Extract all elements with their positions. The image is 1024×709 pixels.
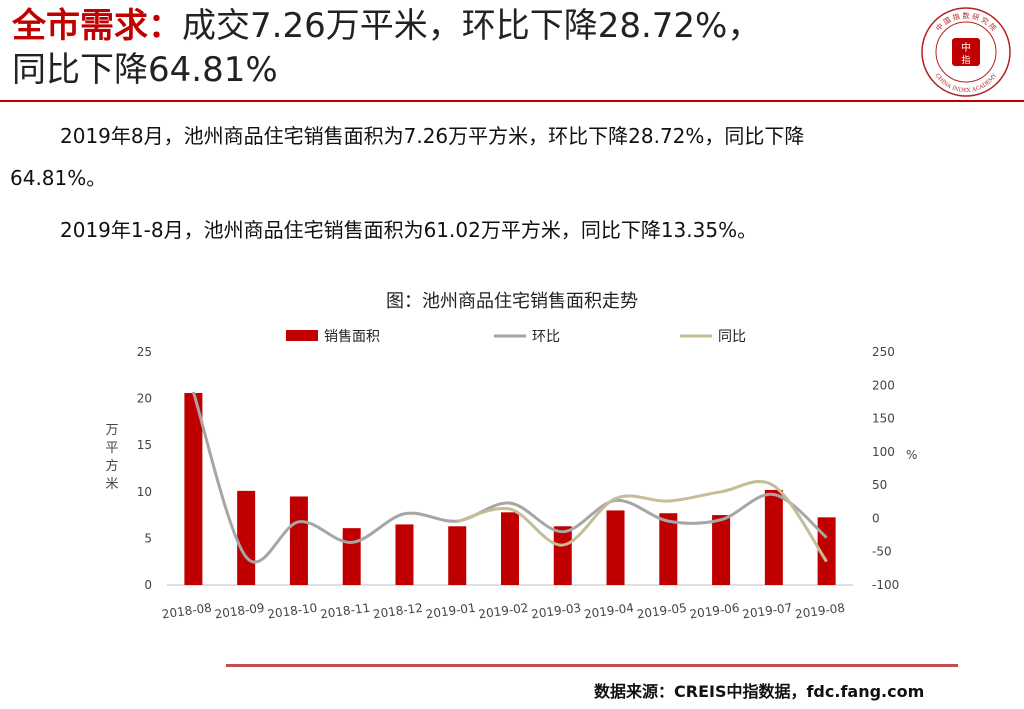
y2-tick-label: -100	[872, 578, 899, 592]
y-axis-label-char: 方	[105, 458, 118, 474]
paragraph-1-line-2: 64.81%。	[10, 166, 107, 190]
y2-tick-label: 0	[872, 511, 880, 525]
logo-center-text: 中	[961, 41, 971, 54]
x-tick-label: 2019-08	[794, 601, 846, 622]
y-axis-label-char: 万	[105, 423, 118, 438]
y-axis-label-char: 米	[105, 477, 118, 492]
y-tick-label: 0	[144, 578, 152, 592]
y2-tick-label: 150	[872, 412, 895, 426]
legend-label: 同比	[718, 329, 746, 345]
bar-2019-03	[553, 526, 572, 585]
bar-2018-08	[184, 393, 203, 585]
y-tick-label: 20	[137, 392, 152, 406]
y2-tick-label: 200	[872, 378, 895, 392]
y-axis-label-char: 平	[105, 441, 118, 456]
title-main: 成交7.26万平米，环比下降28.72%，	[182, 6, 762, 46]
y-tick-label: 15	[137, 438, 152, 452]
logo-bottom-text: CHINA INDEX ACADEMY	[934, 73, 999, 95]
sales-area-chart: 0 5 10 15 20 25 -100 -50 0 50 100 150 200 250 万平方米% 201…	[105, 329, 917, 622]
x-tick-label: 2018-10	[267, 601, 319, 622]
y-tick-label: 5	[144, 531, 152, 545]
bar-2019-01	[448, 526, 467, 585]
bar-2019-04	[606, 510, 625, 585]
x-tick-label: 2019-06	[689, 601, 741, 622]
title-divider	[0, 100, 1024, 102]
chart-title: 图：池州商品住宅销售面积走势	[386, 291, 638, 312]
x-tick-label: 2019-05	[636, 601, 688, 622]
bar-2018-10	[289, 496, 308, 585]
paragraph-2: 2019年1-8月，池州商品住宅销售面积为61.02万平方米，同比下降13.35…	[60, 218, 758, 242]
legend-label: 环比	[532, 329, 560, 345]
svg-text:CHINA INDEX ACADEMY: CHINA INDEX ACADEMY	[934, 73, 999, 95]
bar-2019-05	[659, 513, 678, 585]
x-tick-label: 2019-07	[741, 601, 793, 622]
y2-tick-label: 50	[872, 478, 887, 492]
x-tick-label: 2019-03	[530, 601, 582, 622]
line-series-tongbi	[456, 479, 828, 563]
bar-2019-06	[712, 515, 731, 585]
page-title: 全市需求：成交7.26万平米，环比下降28.72%， 同比下降64.81%	[12, 4, 912, 92]
y2-axis-label: %	[906, 448, 917, 462]
legend-label: 销售面积	[324, 329, 380, 345]
x-tick-label: 2019-02	[478, 601, 530, 622]
x-tick-label: 2018-09	[214, 601, 266, 622]
china-index-academy-logo: 中 国 指 数 研 究 院 CHINA INDEX ACADEMY 中 指	[921, 7, 1011, 97]
x-tick-label: 2018-08	[161, 601, 213, 622]
x-tick-label: 2019-04	[583, 601, 635, 622]
bar-2018-11	[342, 528, 361, 585]
y-tick-label: 10	[137, 485, 152, 499]
y2-tick-label: 100	[872, 445, 895, 459]
logo-center-sub: 指	[961, 54, 970, 66]
paragraph-1-line-1: 2019年8月，池州商品住宅销售面积为7.26万平方米，环比下降28.72%，同…	[60, 124, 805, 148]
bar-2018-12	[395, 524, 414, 585]
x-tick-label: 2019-01	[425, 601, 477, 622]
y2-tick-label: -50	[872, 545, 892, 559]
title-line-2: 同比下降64.81%	[12, 50, 278, 90]
data-source: 数据来源：CREIS中指数据，fdc.fang.com	[594, 682, 925, 701]
legend-swatch-bar	[286, 330, 318, 341]
bar-2019-07	[764, 489, 783, 585]
line-series-huanbi	[191, 391, 828, 564]
bar-2019-02	[501, 512, 519, 585]
source-divider	[226, 664, 958, 667]
y2-tick-label: 250	[872, 345, 895, 359]
y-tick-label: 25	[137, 345, 152, 359]
bar-2018-09	[237, 490, 256, 585]
x-tick-label: 2018-12	[372, 601, 424, 622]
title-highlight: 全市需求：	[12, 6, 182, 46]
x-tick-label: 2018-11	[319, 601, 371, 622]
